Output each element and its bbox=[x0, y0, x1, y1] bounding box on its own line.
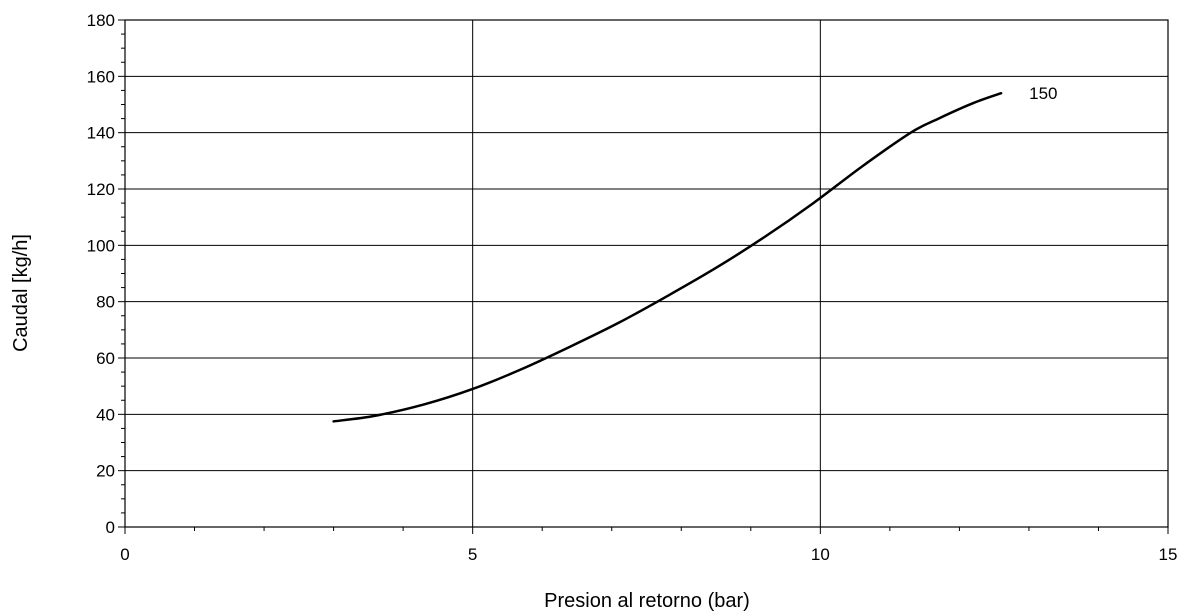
series-line bbox=[332, 91, 1003, 423]
y-tick-label: 60 bbox=[96, 349, 115, 368]
y-tick-label: 180 bbox=[87, 11, 115, 30]
y-axis-label: Caudal [kg/h] bbox=[10, 234, 32, 352]
x-tick-labels: 0 5 10 15 bbox=[120, 545, 1177, 564]
x-tick-label: 15 bbox=[1159, 545, 1178, 564]
y-tick-label: 120 bbox=[87, 180, 115, 199]
x-axis-label: Presion al retorno (bar) bbox=[544, 590, 750, 612]
series-label: 150 bbox=[1029, 84, 1057, 103]
plot-frame bbox=[124, 19, 1169, 528]
y-tick-label: 0 bbox=[106, 518, 115, 537]
x-tick-label: 0 bbox=[120, 545, 129, 564]
y-tick-label: 20 bbox=[96, 462, 115, 481]
series-lines bbox=[332, 91, 1003, 423]
x-tick-label: 10 bbox=[811, 545, 830, 564]
series-labels: 150 bbox=[1029, 84, 1057, 103]
axes bbox=[124, 19, 1169, 528]
y-tick-label: 100 bbox=[87, 236, 115, 255]
x-tick-label: 5 bbox=[468, 545, 477, 564]
minor-ticks bbox=[118, 19, 1169, 534]
y-tick-label: 40 bbox=[96, 405, 115, 424]
y-tick-label: 160 bbox=[87, 67, 115, 86]
y-tick-label: 80 bbox=[96, 293, 115, 312]
y-tick-labels: 0 20 40 60 80 100 120 140 160 180 bbox=[87, 11, 115, 537]
grid bbox=[125, 19, 1169, 527]
y-tick-label: 140 bbox=[87, 124, 115, 143]
